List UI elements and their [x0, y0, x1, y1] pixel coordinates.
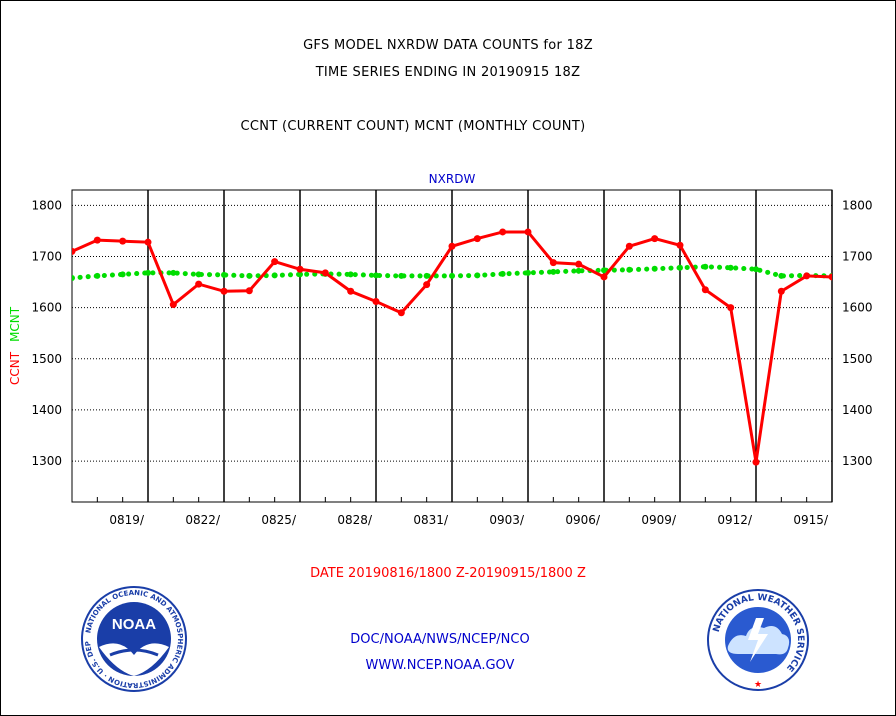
point-mcnt — [297, 271, 303, 278]
point-ccnt — [777, 287, 785, 295]
nws-logo-star-icon: ★ — [754, 680, 762, 690]
point-ccnt — [828, 273, 832, 281]
point-mcnt — [677, 264, 683, 271]
y-tick-label-left: 1300 — [31, 454, 62, 468]
point-mcnt — [499, 270, 506, 277]
point-ccnt — [195, 280, 203, 288]
point-ccnt — [220, 287, 228, 295]
x-tick-label: 0825/ — [261, 513, 297, 527]
chart-title: NXRDW — [429, 172, 476, 186]
point-ccnt — [169, 301, 177, 309]
y-tick-label-right: 1500 — [842, 352, 873, 366]
y-tick-label-left: 1500 — [31, 352, 62, 366]
series-line-mcnt — [72, 264, 832, 281]
chart-title-line-1: GFS MODEL NXRDW DATA COUNTS for 18Z — [303, 38, 593, 53]
point-mcnt — [145, 269, 151, 276]
point-mcnt — [170, 269, 177, 276]
y-tick-label-right: 1800 — [842, 198, 873, 212]
y-tick-label-right: 1700 — [842, 249, 873, 263]
point-ccnt — [575, 260, 583, 268]
point-ccnt — [524, 228, 532, 236]
y-axis-label: CCNT MCNT — [8, 306, 22, 385]
point-mcnt — [271, 272, 278, 279]
point-mcnt — [94, 272, 101, 279]
point-mcnt — [575, 267, 582, 274]
chart-title-line-3: CCNT (CURRENT COUNT) MCNT (MONTHLY COUNT… — [240, 119, 586, 134]
point-mcnt — [398, 272, 405, 279]
point-mcnt — [423, 272, 430, 279]
point-ccnt — [245, 287, 253, 295]
x-tick-label: 0915/ — [793, 513, 829, 527]
point-ccnt — [144, 238, 152, 246]
x-tick-label: 0828/ — [337, 513, 373, 527]
point-ccnt — [651, 235, 659, 243]
point-ccnt — [803, 272, 811, 280]
point-ccnt — [372, 298, 380, 306]
point-mcnt — [702, 263, 709, 270]
point-mcnt — [727, 264, 734, 271]
y-tick-label-left: 1600 — [31, 301, 62, 315]
point-mcnt — [373, 272, 379, 279]
point-ccnt — [448, 242, 456, 250]
y-tick-label-left: 1800 — [31, 198, 62, 212]
point-ccnt — [296, 265, 304, 273]
point-mcnt — [601, 267, 607, 274]
point-mcnt — [753, 266, 759, 273]
y-tick-label-right: 1600 — [842, 301, 873, 315]
point-ccnt — [397, 309, 405, 317]
x-tick-label: 0903/ — [489, 513, 525, 527]
point-ccnt — [752, 458, 760, 466]
point-ccnt — [321, 269, 329, 277]
point-mcnt — [119, 271, 126, 278]
point-ccnt — [701, 286, 709, 294]
point-ccnt — [119, 237, 127, 245]
y-tick-label-right: 1400 — [842, 403, 873, 417]
point-mcnt — [72, 274, 75, 281]
x-tick-label: 0819/ — [109, 513, 145, 527]
y-tick-label-left: 1700 — [31, 249, 62, 263]
point-ccnt — [271, 258, 279, 266]
ncep-url-text: WWW.NCEP.NOAA.GOV — [365, 658, 515, 673]
point-mcnt — [626, 266, 633, 273]
x-tick-label: 0912/ — [717, 513, 753, 527]
point-mcnt — [651, 265, 658, 272]
point-ccnt — [347, 287, 355, 295]
x-tick-label: 0906/ — [565, 513, 601, 527]
point-ccnt — [72, 247, 76, 255]
point-mcnt — [525, 269, 531, 276]
point-ccnt — [549, 259, 557, 267]
date-range-label: DATE 20190816/1800 Z-20190915/1800 Z — [310, 566, 586, 581]
point-ccnt — [676, 241, 684, 249]
point-ccnt — [499, 228, 507, 236]
x-tick-label: 0822/ — [185, 513, 221, 527]
point-ccnt — [727, 304, 735, 312]
y-tick-label-right: 1300 — [842, 454, 873, 468]
x-tick-label: 0831/ — [413, 513, 449, 527]
point-mcnt — [474, 272, 481, 279]
noaa-logo: NOAA NATIONAL OCEANIC AND ATMOSPHERIC AD… — [80, 585, 187, 692]
point-mcnt — [778, 272, 785, 279]
point-ccnt — [473, 235, 481, 243]
point-ccnt — [625, 242, 633, 250]
point-mcnt — [854, 274, 860, 280]
point-mcnt — [449, 272, 455, 279]
point-mcnt — [347, 271, 354, 278]
point-mcnt — [221, 271, 227, 278]
nws-logo: NATIONAL WEATHER SERVICE ★ — [707, 589, 809, 691]
point-ccnt — [93, 236, 101, 244]
point-mcnt — [550, 268, 557, 275]
chart-title-line-2: TIME SERIES ENDING IN 20190915 18Z — [315, 65, 581, 80]
series-line-ccnt — [72, 230, 832, 463]
y-label-ccnt: CCNT — [8, 351, 22, 385]
noaa-logo-text: NOAA — [112, 616, 156, 633]
x-tick-label: 0909/ — [641, 513, 677, 527]
point-ccnt — [423, 281, 431, 289]
doc-agency-text: DOC/NOAA/NWS/NCEP/NCO — [350, 632, 530, 647]
point-mcnt — [195, 271, 202, 278]
y-label-mcnt: MCNT — [8, 306, 22, 342]
y-tick-label-left: 1400 — [31, 403, 62, 417]
point-mcnt — [246, 272, 253, 279]
point-ccnt — [600, 273, 608, 281]
